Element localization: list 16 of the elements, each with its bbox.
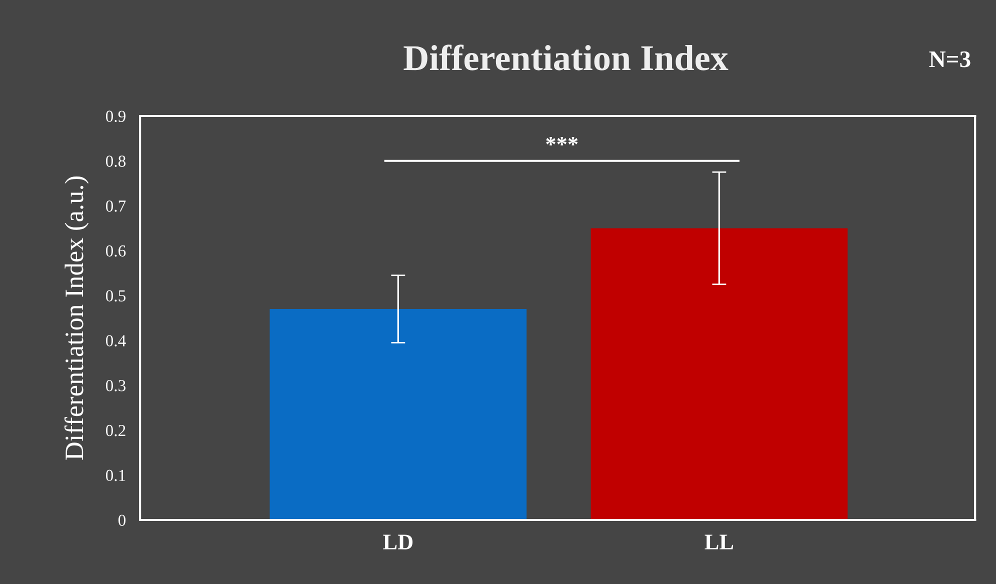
y-tick-label: 0.6 <box>106 245 126 257</box>
y-tick-label: 0.5 <box>106 290 126 302</box>
y-tick-label: 0.1 <box>106 470 126 482</box>
y-tick-label: 0 <box>118 514 126 526</box>
chart-title: Differentiation Index <box>404 44 728 70</box>
annotation: *** <box>546 136 578 146</box>
y-tick-label: 0.3 <box>106 380 126 392</box>
y-axis-title: Differentiation Index (a.u.) <box>64 176 89 460</box>
x-tick-label: LD <box>383 534 413 550</box>
x-tick-label: LL <box>704 534 734 550</box>
y-tick-label: 0.7 <box>106 200 126 212</box>
y-tick-label: 0.8 <box>106 156 126 167</box>
y-tick-label: 0.2 <box>106 424 126 436</box>
y-tick-label: 0.4 <box>106 335 126 346</box>
text: N=3 <box>929 51 970 68</box>
y-tick-label: 0.9 <box>106 110 126 122</box>
